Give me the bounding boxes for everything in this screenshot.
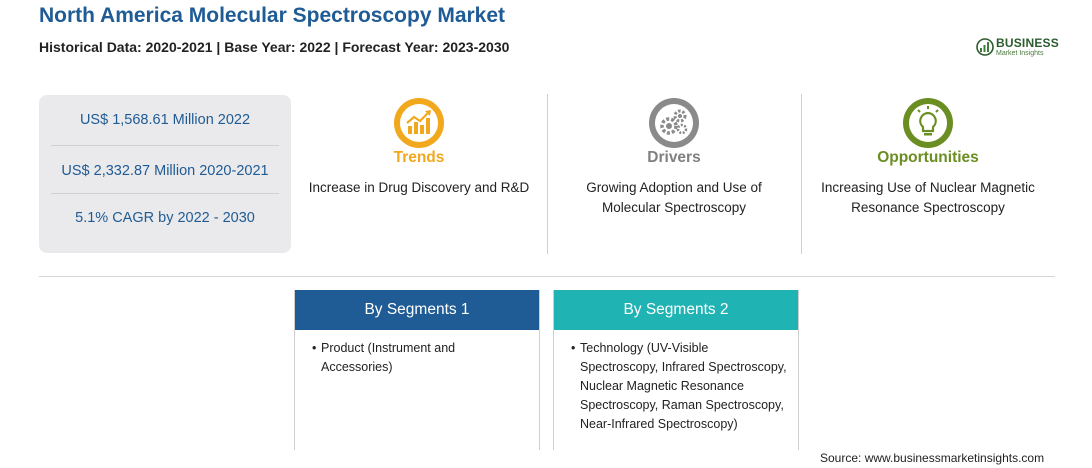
stat-market-value-historical: US$ 2,332.87 Million 2020-2021 [61,163,269,179]
section-divider [39,276,1055,277]
logo-tagline: Market Insights [996,50,1044,57]
column-divider [801,94,802,254]
page-title: North America Molecular Spectroscopy Mar… [39,4,506,27]
stat-divider [51,145,279,146]
segment-2-item: Technology (UV-Visible Spectroscopy, Inf… [571,339,788,434]
segment-2-card: By Segments 2 Technology (UV-Visible Spe… [553,290,799,450]
drivers-description: Growing Adoption and Use of Molecular Sp… [586,180,762,215]
trends-column: Trends Increase in Drug Discovery and R&… [292,94,546,254]
source-note: Source: www.businessmarketinsights.com [820,451,1045,465]
segment-2-header: By Segments 2 [554,290,798,330]
opportunities-column: Opportunities Increasing Use of Nuclear … [802,94,1054,254]
segment-1-item: Product (Instrument and Accessories) [312,339,529,377]
drivers-column: Drivers Growing Adoption and Use of Mole… [548,94,800,254]
opportunities-description: Increasing Use of Nuclear Magnetic Reson… [821,180,1035,215]
company-logo: BUSINESS Market Insights [975,35,1065,61]
logo-globe-icon [976,38,994,56]
opportunities-heading: Opportunities [877,149,979,166]
stat-market-value-2022: US$ 1,568.61 Million 2022 [79,112,251,128]
segment-1-header: By Segments 1 [295,290,539,330]
trends-description: Increase in Drug Discovery and R&D [308,180,530,195]
drivers-heading: Drivers [647,149,701,166]
trends-heading: Trends [393,149,445,166]
column-divider [547,94,548,254]
segment-1-card: By Segments 1 Product (Instrument and Ac… [294,290,540,450]
logo-name: BUSINESS [996,36,1059,50]
page-subtitle: Historical Data: 2020-2021 | Base Year: … [39,39,510,55]
gears-icon [647,96,701,150]
lightbulb-icon [901,96,955,150]
trend-chart-icon [392,96,446,150]
stat-divider [51,193,279,194]
stat-cagr: 5.1% CAGR by 2022 - 2030 [75,210,255,226]
market-stats-panel: US$ 1,568.61 Million 2022 US$ 2,332.87 M… [39,95,291,253]
